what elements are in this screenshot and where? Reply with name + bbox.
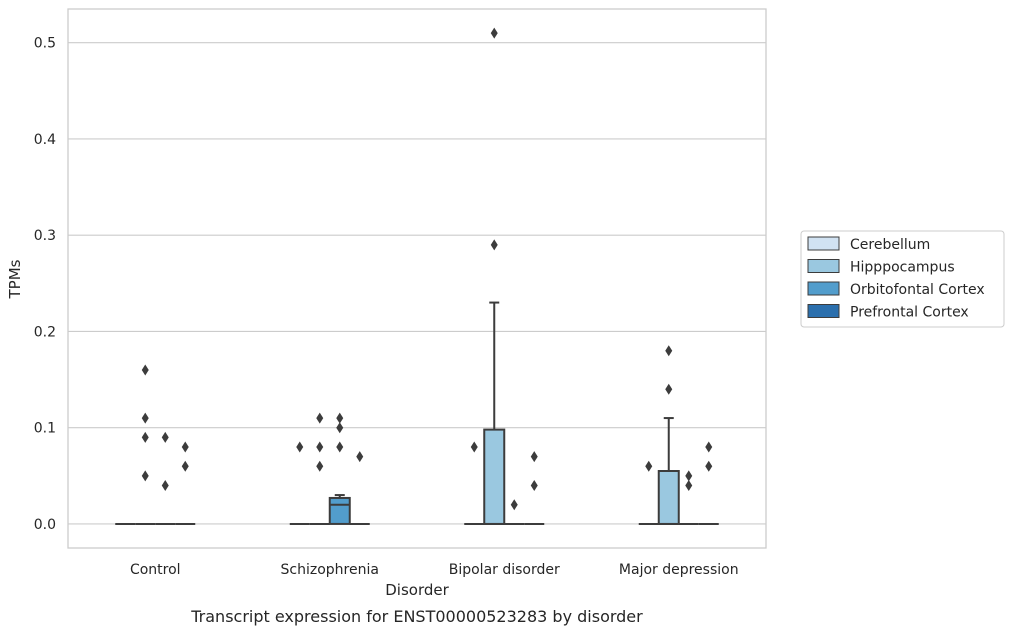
legend-item[interactable]: Hipppocampus (807, 259, 955, 276)
legend-label: Cerebellum (850, 237, 930, 253)
outlier-points (141, 27, 713, 511)
outlier-point (705, 441, 713, 453)
y-tick-label: 0.3 (34, 228, 56, 244)
outlier-point (336, 422, 344, 434)
outlier-point (705, 460, 713, 472)
x-tick-label: Control (130, 562, 181, 578)
outlier-point (530, 479, 538, 491)
outlier-point (181, 441, 189, 453)
legend-swatch (807, 236, 840, 251)
legend-label: Hipppocampus (850, 260, 955, 276)
legend-swatch (807, 281, 840, 296)
outlier-point (181, 460, 189, 472)
box-body (328, 496, 351, 525)
box-plots (115, 301, 719, 525)
x-tick-label: Major depression (619, 562, 739, 578)
box-body (483, 428, 506, 525)
legend-frame (800, 230, 1005, 328)
box-body (657, 470, 680, 525)
legend-item[interactable]: Cerebellum (807, 236, 930, 253)
outlier-point (685, 479, 693, 491)
x-axis-title: Disorder (385, 581, 449, 599)
outlier-point (161, 479, 169, 491)
outlier-point (356, 451, 364, 463)
plot-area-frame (67, 8, 767, 549)
outlier-point (490, 239, 498, 251)
y-axis-title: TPMs (6, 259, 24, 299)
y-tick-labels: 0.0 0.1 0.2 0.3 0.4 0.5 (34, 36, 56, 533)
outlier-point (141, 412, 149, 424)
outlier-point (316, 460, 324, 472)
gridlines (68, 42, 766, 525)
y-tick-label: 0.5 (34, 36, 56, 52)
outlier-point (530, 451, 538, 463)
outlier-point (336, 441, 344, 453)
y-tick-label: 0.0 (34, 517, 56, 533)
outlier-point (470, 441, 478, 453)
legend[interactable]: Cerebellum Hipppocampus Orbitofontal Corte… (800, 230, 1005, 328)
outlier-point (665, 345, 673, 357)
outlier-point (316, 441, 324, 453)
box-hipppocampus (483, 301, 506, 525)
x-tick-label: Schizophrenia (281, 562, 379, 578)
x-tick-labels: Control Schizophrenia Bipolar disorder Majo… (130, 562, 739, 578)
outlier-point (141, 431, 149, 443)
outlier-point (316, 412, 324, 424)
legend-swatch (807, 304, 840, 318)
legend-item[interactable]: Orbitofontal Cortex (807, 281, 985, 298)
legend-item[interactable]: Prefrontal Cortex (807, 304, 969, 321)
legend-label: Orbitofontal Cortex (850, 282, 985, 298)
box-hipppocampus (657, 417, 680, 525)
outlier-point (685, 470, 693, 482)
x-tick-label: Bipolar disorder (449, 562, 560, 578)
y-tick-label: 0.2 (34, 324, 56, 340)
outlier-point (296, 441, 304, 453)
outlier-point (161, 431, 169, 443)
box-orbitofontal-cortex (328, 494, 351, 525)
legend-swatch (807, 259, 840, 273)
y-tick-label: 0.1 (34, 421, 56, 437)
outlier-point (336, 412, 344, 424)
outlier-point (510, 499, 518, 511)
outlier-point (141, 470, 149, 482)
chart-caption: Transcript expression for ENST0000052328… (190, 607, 643, 626)
outlier-point (665, 383, 673, 395)
legend-label: Prefrontal Cortex (850, 305, 969, 321)
outlier-point (141, 364, 149, 376)
outlier-point (490, 27, 498, 39)
outlier-point (645, 460, 653, 472)
y-tick-label: 0.4 (34, 132, 56, 148)
